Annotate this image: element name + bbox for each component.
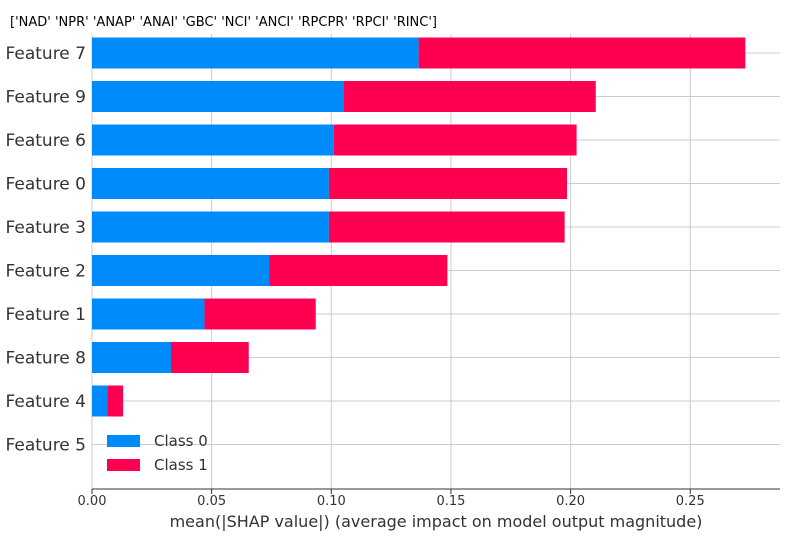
bar-feature-4-class-1 bbox=[107, 385, 124, 417]
x-tick-label: 0.15 bbox=[436, 494, 465, 509]
bar-feature-6-class-0 bbox=[92, 124, 334, 156]
y-tick-label: Feature 5 bbox=[6, 436, 86, 456]
legend-swatch-class-0 bbox=[107, 435, 140, 447]
bar-feature-6-class-1 bbox=[333, 124, 577, 156]
bar-feature-4-class-0 bbox=[92, 385, 108, 417]
x-tick-label: 0.10 bbox=[317, 494, 346, 509]
bar-feature-8-class-1 bbox=[170, 342, 249, 373]
y-tick-label: Feature 8 bbox=[6, 349, 86, 369]
legend-label: Class 1 bbox=[154, 456, 208, 474]
bar-feature-3-class-1 bbox=[328, 211, 565, 243]
legend-label: Class 0 bbox=[154, 432, 208, 450]
legend: Class 0 Class 1 bbox=[107, 432, 208, 474]
x-axis-label: mean(|SHAP value|) (average impact on mo… bbox=[170, 512, 703, 531]
x-tick-label: 0.05 bbox=[197, 494, 226, 509]
bar-feature-8-class-0 bbox=[92, 342, 171, 373]
bar-feature-7-class-1 bbox=[418, 37, 746, 69]
x-axis-ticks: 0.00 0.05 0.10 0.15 0.20 0.25 bbox=[78, 489, 705, 509]
y-tick-label: Feature 9 bbox=[6, 88, 86, 108]
x-tick-label: 0.20 bbox=[556, 494, 585, 509]
y-tick-label: Feature 2 bbox=[6, 262, 86, 282]
bar-feature-2-class-0 bbox=[92, 255, 270, 286]
x-tick-label: 0.25 bbox=[676, 494, 705, 509]
bar-feature-9-class-1 bbox=[343, 81, 596, 112]
bars bbox=[92, 37, 746, 417]
y-tick-label: Feature 7 bbox=[6, 44, 86, 64]
chart-title: ['NAD' 'NPR' 'ANAP' 'ANAI' 'GBC' 'NCI' '… bbox=[10, 15, 437, 30]
bar-feature-0-class-0 bbox=[92, 168, 329, 199]
y-axis-labels: Feature 7 Feature 9 Feature 6 Feature 0 Feat… bbox=[6, 44, 86, 456]
bar-feature-7-class-0 bbox=[92, 37, 419, 69]
bar-feature-3-class-0 bbox=[92, 211, 329, 243]
bar-feature-0-class-1 bbox=[328, 168, 568, 199]
y-tick-label: Feature 1 bbox=[6, 305, 86, 325]
y-tick-label: Feature 0 bbox=[6, 175, 86, 195]
bar-feature-1-class-0 bbox=[92, 298, 205, 330]
y-tick-label: Feature 3 bbox=[6, 218, 86, 238]
y-tick-label: Feature 6 bbox=[6, 131, 86, 151]
bar-feature-1-class-1 bbox=[204, 298, 316, 330]
bar-feature-2-class-1 bbox=[269, 255, 448, 286]
y-tick-label: Feature 4 bbox=[6, 392, 86, 412]
x-tick-label: 0.00 bbox=[78, 494, 107, 509]
legend-swatch-class-1 bbox=[107, 459, 140, 471]
bar-feature-9-class-0 bbox=[92, 81, 344, 112]
